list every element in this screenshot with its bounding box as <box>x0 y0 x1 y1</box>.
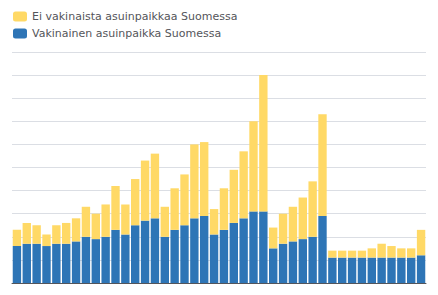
svg-text:Vakinainen asuinpaikka Suomess: Vakinainen asuinpaikka Suomessa <box>32 27 221 40</box>
svg-text:Ei vakinaista asuinpaikkaa Suo: Ei vakinaista asuinpaikkaa Suomessa <box>32 10 237 23</box>
